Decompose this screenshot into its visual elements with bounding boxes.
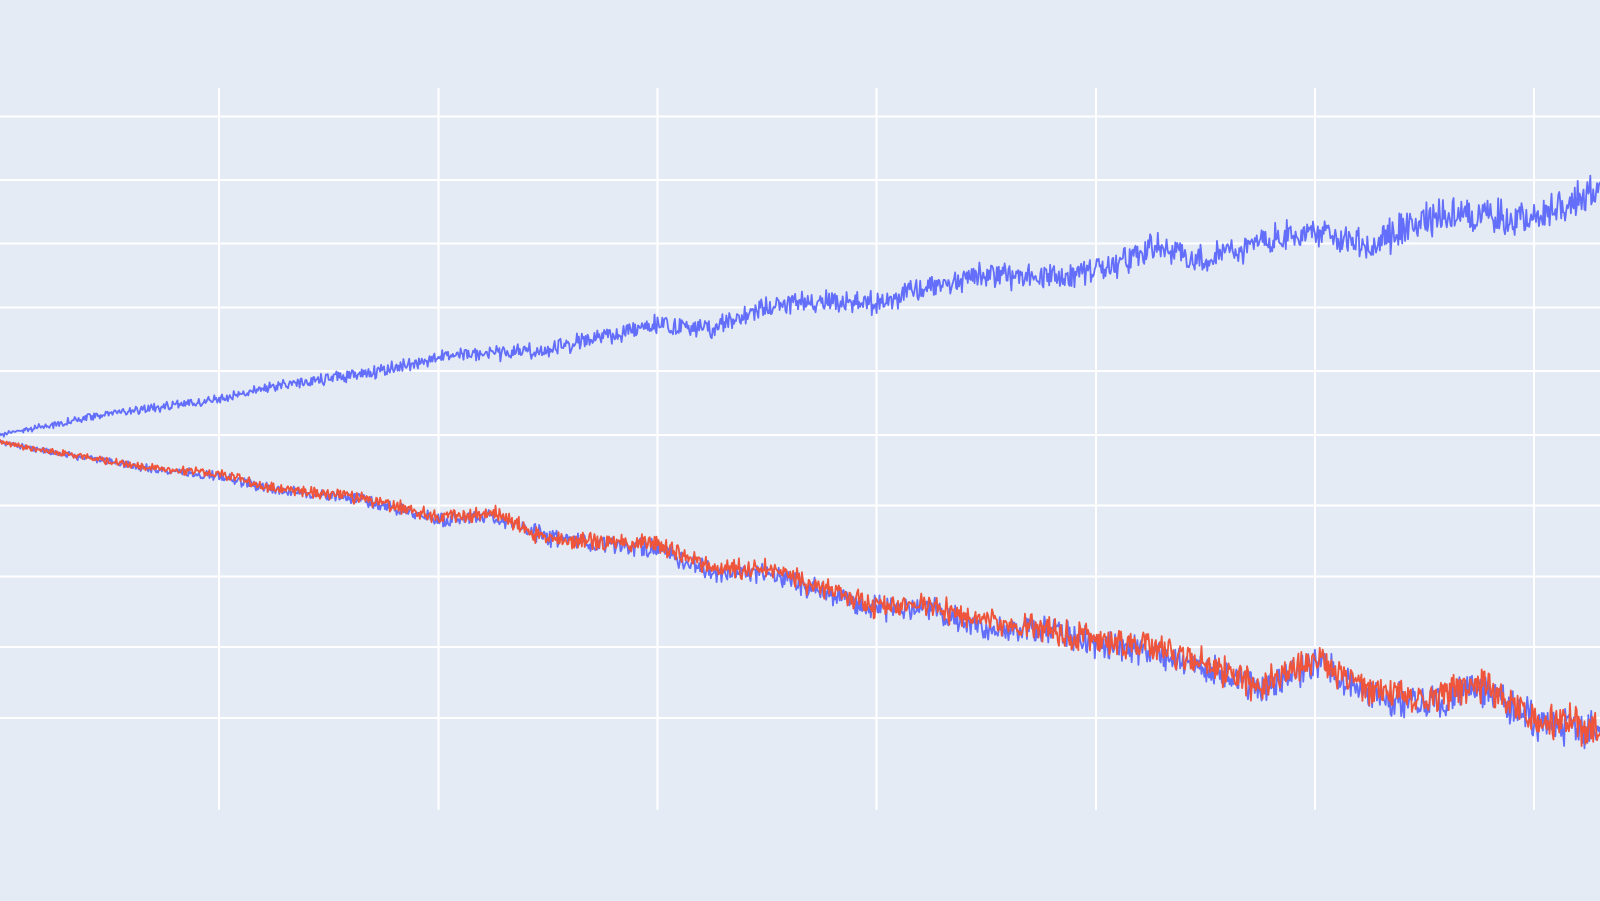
- series-line-2: [0, 439, 1600, 747]
- series-line-0: [0, 174, 1600, 438]
- series-group: [0, 174, 1600, 750]
